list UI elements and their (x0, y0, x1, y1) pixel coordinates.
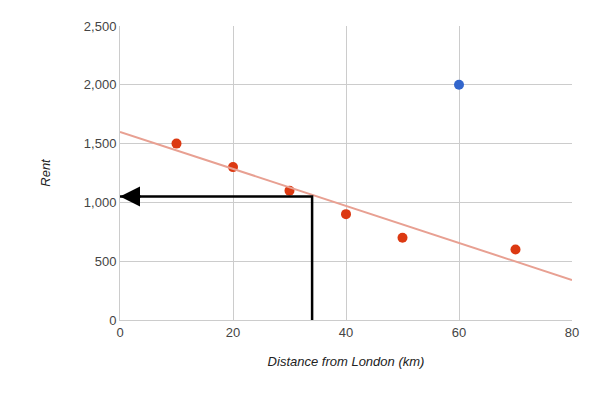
svg-text:0: 0 (109, 313, 116, 328)
svg-text:500: 500 (95, 254, 117, 269)
svg-text:Rent: Rent (38, 158, 53, 187)
svg-text:1,500: 1,500 (84, 136, 117, 151)
svg-text:80: 80 (565, 325, 579, 340)
svg-text:20: 20 (226, 325, 240, 340)
svg-text:1,000: 1,000 (84, 195, 117, 210)
svg-text:0: 0 (116, 325, 123, 340)
svg-text:2,000: 2,000 (84, 77, 117, 92)
svg-text:2,500: 2,500 (84, 19, 117, 34)
svg-text:40: 40 (339, 325, 353, 340)
svg-text:60: 60 (452, 325, 466, 340)
svg-text:Distance from London (km): Distance from London (km) (268, 354, 425, 369)
